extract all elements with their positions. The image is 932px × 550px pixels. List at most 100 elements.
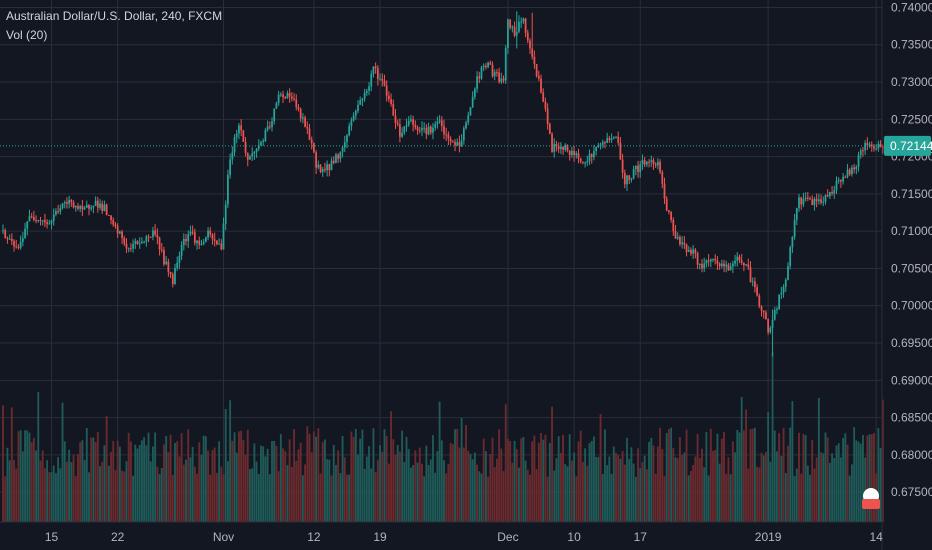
candle-body bbox=[425, 127, 428, 135]
volume-bar bbox=[156, 466, 159, 522]
candle-body bbox=[661, 172, 664, 184]
candle-body bbox=[414, 124, 417, 128]
volume-bar bbox=[601, 473, 604, 522]
volume-bar bbox=[747, 468, 750, 522]
volume-bar bbox=[121, 470, 123, 522]
candle-body bbox=[41, 220, 44, 222]
volume-bar bbox=[191, 446, 194, 522]
volume-bar bbox=[762, 455, 765, 522]
candle-body bbox=[676, 237, 679, 239]
candle-body bbox=[158, 237, 161, 250]
candle-body bbox=[6, 238, 9, 240]
volume-bar bbox=[295, 460, 298, 522]
candle-body bbox=[795, 208, 798, 220]
candle-body bbox=[21, 238, 24, 242]
time-tick-label: 12 bbox=[307, 530, 321, 544]
candle-body bbox=[401, 132, 403, 137]
candle-body bbox=[520, 21, 523, 23]
volume-bar bbox=[409, 467, 412, 522]
volume-bar bbox=[850, 464, 853, 522]
candle-body bbox=[765, 312, 767, 320]
candle-body bbox=[277, 94, 280, 104]
volume-bar bbox=[471, 459, 474, 522]
volume-bar bbox=[213, 447, 216, 522]
candle-body bbox=[864, 142, 867, 151]
volume-bar bbox=[776, 451, 778, 522]
volume-bar bbox=[637, 448, 639, 522]
candle-body bbox=[762, 310, 765, 313]
candle-body bbox=[363, 92, 366, 99]
candle-body bbox=[440, 120, 443, 127]
candle-body bbox=[443, 126, 445, 135]
volume-bar bbox=[562, 434, 564, 522]
candle-body bbox=[749, 267, 752, 282]
volume-bar bbox=[626, 437, 628, 522]
candle-body bbox=[132, 243, 134, 249]
volume-bar bbox=[171, 474, 174, 522]
volume-bar bbox=[407, 449, 410, 522]
volume-bar bbox=[454, 429, 456, 522]
volume-bar bbox=[581, 461, 584, 522]
candle-body bbox=[227, 174, 229, 205]
volume-bar bbox=[652, 445, 655, 522]
candle-body bbox=[727, 264, 730, 271]
volume-bar bbox=[434, 472, 437, 522]
candle-body bbox=[608, 138, 611, 140]
candle-body bbox=[178, 255, 181, 263]
candle-body bbox=[209, 230, 212, 235]
candle-body bbox=[478, 76, 481, 79]
candle-body bbox=[262, 140, 265, 142]
candle-body bbox=[368, 86, 370, 91]
candle-body bbox=[218, 243, 220, 245]
candle-body bbox=[141, 241, 143, 244]
candle-body bbox=[37, 220, 40, 222]
candle-body bbox=[606, 138, 609, 143]
volume-bar bbox=[301, 475, 304, 522]
volume-bar bbox=[595, 457, 598, 522]
volume-bar bbox=[440, 440, 443, 522]
candle-body bbox=[703, 263, 706, 269]
candle-body bbox=[564, 144, 567, 150]
volume-bar bbox=[546, 476, 549, 522]
candle-body bbox=[337, 154, 340, 159]
candle-body bbox=[28, 216, 31, 222]
candle-body bbox=[410, 119, 412, 121]
volume-bar bbox=[32, 438, 35, 522]
candle-body bbox=[246, 152, 249, 160]
volume-bar bbox=[332, 444, 335, 522]
candle-body bbox=[493, 72, 496, 77]
candle-body bbox=[17, 246, 20, 248]
candle-body bbox=[449, 138, 452, 142]
candle-body bbox=[295, 99, 298, 108]
volume-bar bbox=[368, 446, 370, 522]
volume-bar bbox=[734, 452, 736, 522]
candle-body bbox=[94, 200, 97, 206]
candle-body bbox=[535, 64, 538, 76]
volume-bar bbox=[504, 404, 507, 522]
candle-body bbox=[489, 62, 492, 65]
candle-body bbox=[266, 126, 269, 131]
candle-body bbox=[498, 72, 501, 82]
volume-bar bbox=[66, 461, 68, 522]
volume-bar bbox=[674, 457, 677, 522]
candle-body bbox=[46, 222, 48, 225]
candle-body bbox=[253, 151, 256, 154]
candle-body bbox=[275, 103, 278, 109]
candle-body bbox=[828, 191, 831, 197]
volume-bar bbox=[495, 458, 498, 522]
volume-bar bbox=[590, 440, 593, 522]
candle-body bbox=[354, 110, 357, 116]
volume-bar bbox=[50, 472, 53, 522]
candle-body bbox=[610, 138, 613, 140]
volume-bar bbox=[185, 459, 187, 522]
price-tick-label: 0.69000 bbox=[891, 373, 932, 387]
candle-body bbox=[394, 115, 397, 124]
candle-body bbox=[663, 183, 666, 199]
volume-bar bbox=[304, 464, 307, 522]
volume-bar bbox=[537, 442, 540, 522]
candle-body bbox=[654, 163, 657, 166]
volume-bar bbox=[319, 473, 322, 522]
volume-bar bbox=[354, 429, 357, 522]
